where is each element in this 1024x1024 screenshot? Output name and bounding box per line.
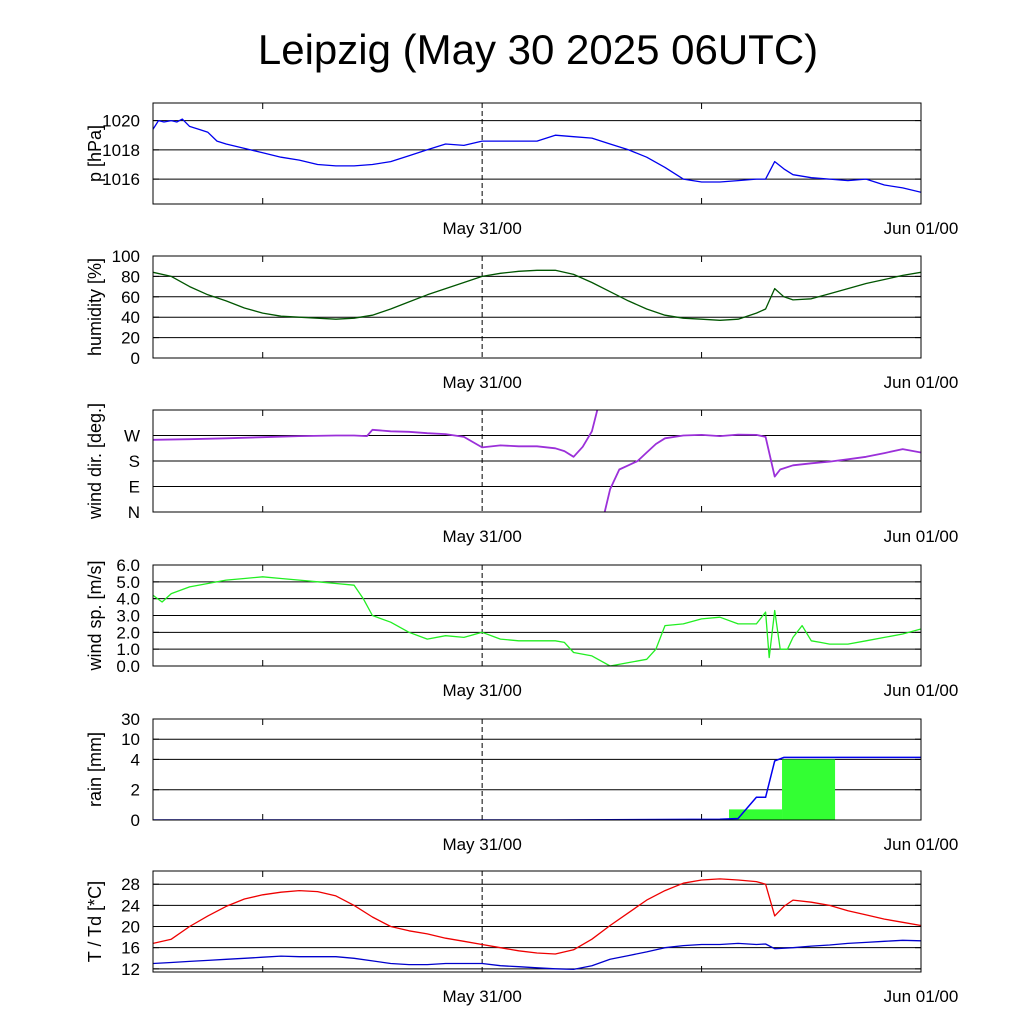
- x-tick-label: May 31/00: [442, 835, 521, 854]
- y-tick-label: 60: [121, 288, 140, 307]
- series-line-pressure: [153, 118, 921, 193]
- data-layer: [153, 118, 921, 193]
- x-tick-label: Jun 01/00: [884, 681, 959, 700]
- y-tick-label: E: [129, 478, 140, 497]
- panel-pressure: 1016 1018 1020 May 31/00 Jun 01/00 p [hPa]: [85, 102, 959, 238]
- x-tick-label: May 31/00: [442, 527, 521, 546]
- y-axis-label: T / Td [*C]: [85, 881, 105, 962]
- wind-direction-trace: [603, 433, 921, 512]
- chart-title: Leipzig (May 30 2025 06UTC): [257, 26, 819, 73]
- y-axis-label: wind dir. [deg.]: [85, 403, 105, 520]
- data-layer: [153, 756, 921, 820]
- x-tick-label: May 31/00: [442, 987, 521, 1006]
- plot-frame: [152, 409, 922, 513]
- data-layer: [153, 576, 921, 666]
- y-tick-label: 1020: [102, 112, 140, 131]
- y-tick-label: N: [128, 503, 140, 522]
- plot-frame: [152, 564, 922, 667]
- y-tick-label: 0.0: [116, 657, 140, 676]
- y-tick-label: 80: [121, 267, 140, 286]
- y-tick-label: 40: [121, 308, 140, 327]
- x-tick-label: Jun 01/00: [884, 373, 959, 392]
- y-tick-label: 30: [121, 710, 140, 729]
- y-tick-label: 20: [121, 918, 140, 937]
- y-axis-label: rain [mm]: [85, 732, 105, 807]
- y-axis-label: humidity [%]: [85, 258, 105, 356]
- rain-bar: [729, 809, 783, 820]
- y-tick-label: 24: [121, 896, 140, 915]
- y-tick-label: W: [124, 427, 140, 446]
- y-tick-label: 6.0: [116, 556, 140, 575]
- y-tick-label: 2: [131, 781, 140, 800]
- rain-bar: [782, 759, 836, 820]
- panel-wind_speed: 0.01.02.03.04.05.06.0 May 31/00 Jun 01/00 w…: [85, 556, 958, 700]
- y-tick-label: 10: [121, 730, 140, 749]
- plot-frame: [152, 255, 922, 359]
- plot-frame: [152, 870, 922, 973]
- y-axis-label: p [hPa]: [85, 125, 105, 182]
- x-tick-label: Jun 01/00: [884, 835, 959, 854]
- y-tick-label: 12: [121, 960, 140, 979]
- y-tick-label: 3.0: [116, 607, 140, 626]
- x-tick-label: May 31/00: [442, 219, 521, 238]
- x-tick-label: Jun 01/00: [884, 987, 959, 1006]
- y-tick-label: 16: [121, 939, 140, 958]
- series-line-wind_speed: [153, 576, 921, 666]
- y-tick-label: 2.0: [116, 623, 140, 642]
- series-line-Td: [153, 939, 921, 971]
- y-tick-label: 4.0: [116, 590, 140, 609]
- wind-direction-trace: [153, 410, 599, 458]
- x-tick-label: May 31/00: [442, 681, 521, 700]
- data-layer: [153, 269, 921, 321]
- y-tick-label: 0: [131, 811, 140, 830]
- plot-frame: [152, 102, 922, 205]
- y-tick-label: 100: [112, 247, 140, 266]
- panel-temperature_dewpoint: 12 16 20 24 28 May 31/00 Jun 01/00 T / Td [*C]: [85, 870, 959, 1006]
- y-tick-label: 5.0: [116, 573, 140, 592]
- y-tick-label: 1018: [102, 141, 140, 160]
- y-tick-label: 4: [131, 750, 140, 769]
- y-tick-label: 28: [121, 875, 140, 894]
- y-tick-label: 1.0: [116, 640, 140, 659]
- y-axis-label: wind sp. [m/s]: [85, 560, 105, 671]
- x-tick-label: Jun 01/00: [884, 219, 959, 238]
- data-layer: [153, 410, 921, 512]
- series-line-T: [153, 878, 921, 955]
- y-tick-label: S: [129, 452, 140, 471]
- y-tick-label: 1016: [102, 170, 140, 189]
- y-tick-label: 20: [121, 329, 140, 348]
- y-tick-label: 0: [131, 349, 140, 368]
- x-tick-label: Jun 01/00: [884, 527, 959, 546]
- series-line-humidity: [153, 269, 921, 321]
- x-tick-label: May 31/00: [442, 373, 521, 392]
- plot-frame: [152, 718, 922, 821]
- data-layer: [153, 878, 921, 971]
